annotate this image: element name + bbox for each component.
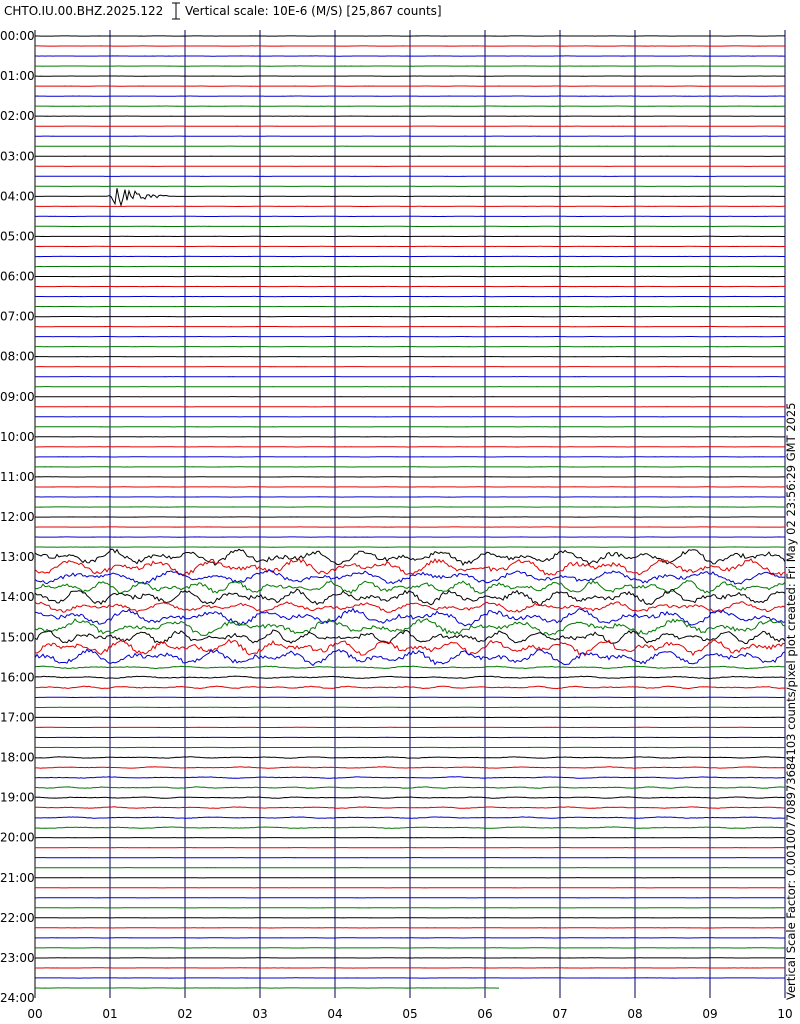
hour-label: 07:00 <box>0 310 35 324</box>
hour-label: 12:00 <box>0 510 35 524</box>
minute-label: 06 <box>477 1007 492 1021</box>
trace <box>34 548 786 567</box>
hour-label: 10:00 <box>0 430 35 444</box>
trace <box>34 607 786 627</box>
hour-label: 23:00 <box>0 951 35 965</box>
minute-label: 10 <box>777 1007 792 1021</box>
scale-bar <box>172 2 180 20</box>
minute-label: 08 <box>627 1007 642 1021</box>
hour-label: 22:00 <box>0 911 35 925</box>
trace <box>34 648 786 667</box>
trace <box>34 665 785 670</box>
trace <box>34 638 786 657</box>
traces <box>34 35 786 989</box>
trace <box>34 685 786 690</box>
side-note: Vertical Scale Factor: 0.001007708973684… <box>784 402 798 1000</box>
minute-label: 09 <box>702 1007 717 1021</box>
hour-label: 19:00 <box>0 791 35 805</box>
hour-label: 02:00 <box>0 109 35 123</box>
hour-label: 18:00 <box>0 751 35 765</box>
hour-label: 01:00 <box>0 69 35 83</box>
hour-label: 06:00 <box>0 270 35 284</box>
labels: 00 01 02 03 04 05 06 07 08 09 10 00:00 01:00 02:00 03:… <box>0 29 793 1021</box>
station-label: CHTO.IU.00.BHZ.2025.122 <box>4 4 163 18</box>
hour-label: 14:00 <box>0 590 35 604</box>
minute-label: 03 <box>252 1007 267 1021</box>
trace <box>34 569 786 585</box>
trace <box>35 816 786 819</box>
hour-label: 11:00 <box>0 470 35 484</box>
minute-label: 01 <box>102 1007 117 1021</box>
hour-label: 24:00 <box>0 991 35 1005</box>
hour-label: 00:00 <box>0 29 35 43</box>
hour-label: 04:00 <box>0 189 35 203</box>
minute-label: 00 <box>27 1007 42 1021</box>
hour-label: 20:00 <box>0 831 35 845</box>
trace <box>34 580 786 595</box>
hour-label: 13:00 <box>0 550 35 564</box>
grid <box>34 30 786 998</box>
hour-label: 16:00 <box>0 670 35 684</box>
hour-label: 17:00 <box>0 710 35 724</box>
minute-label: 05 <box>402 1007 417 1021</box>
trace <box>34 618 786 637</box>
hour-label: 03:00 <box>0 149 35 163</box>
trace <box>34 675 786 680</box>
trace <box>35 188 785 208</box>
scale-label: Vertical scale: 10E-6 (M/S) [25,867 coun… <box>185 4 442 18</box>
minute-label: 07 <box>552 1007 567 1021</box>
trace <box>35 776 786 779</box>
trace <box>34 806 786 809</box>
hour-label: 09:00 <box>0 390 35 404</box>
trace <box>34 796 786 799</box>
trace <box>34 601 786 613</box>
minute-label: 04 <box>327 1007 342 1021</box>
trace <box>35 786 785 789</box>
trace <box>34 629 786 645</box>
hour-label: 15:00 <box>0 630 35 644</box>
trace <box>34 756 786 759</box>
trace <box>34 826 786 829</box>
trace <box>35 766 786 769</box>
hour-label: 21:00 <box>0 871 35 885</box>
hour-label: 08:00 <box>0 350 35 364</box>
trace <box>34 588 786 607</box>
minute-label: 02 <box>177 1007 192 1021</box>
trace <box>34 557 786 577</box>
hour-label: 05:00 <box>0 229 35 243</box>
